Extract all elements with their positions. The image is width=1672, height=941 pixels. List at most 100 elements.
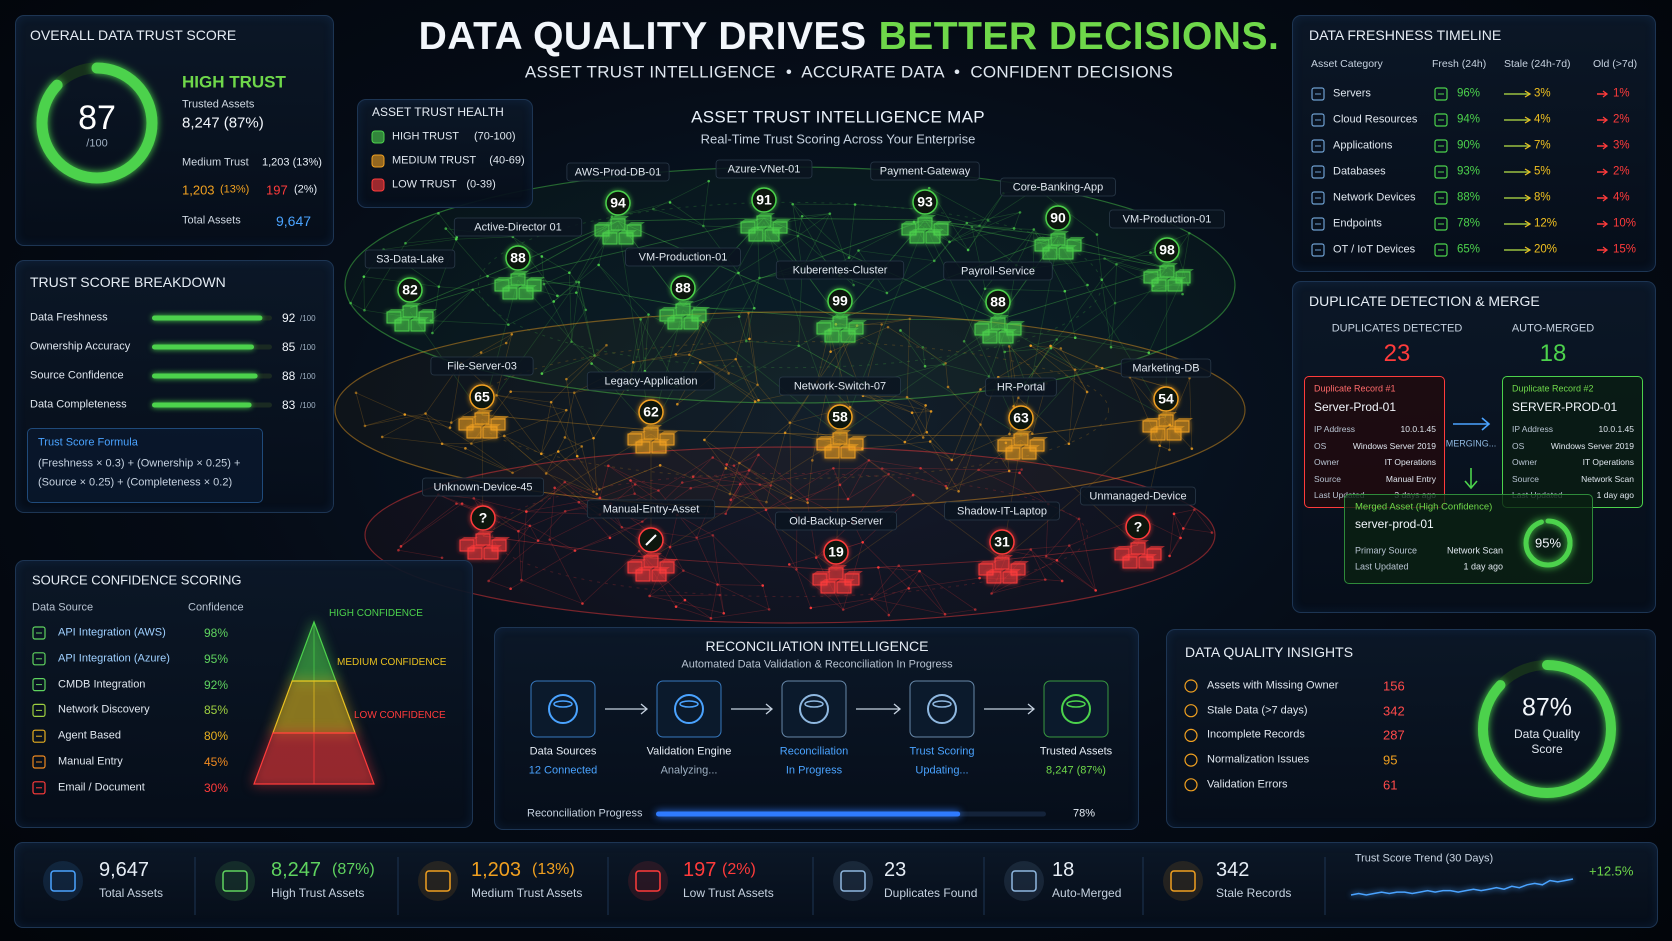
network-link bbox=[1050, 302, 1116, 349]
network-link bbox=[669, 535, 713, 548]
source-icon bbox=[32, 626, 46, 640]
network-dot bbox=[548, 538, 551, 542]
network-dot bbox=[632, 360, 635, 364]
summary-icon bbox=[1011, 870, 1037, 892]
network-link bbox=[405, 213, 439, 244]
fresh-icon bbox=[1434, 87, 1448, 101]
trend-line bbox=[1350, 878, 1574, 896]
asset-cube-top bbox=[419, 309, 437, 312]
stat-label: DUPLICATES DETECTED bbox=[1331, 322, 1463, 335]
source-panel: SOURCE CONFIDENCE SCORING Data Source Conf… bbox=[15, 560, 473, 828]
network-dot bbox=[633, 483, 637, 486]
network-link bbox=[898, 565, 946, 615]
layer-ring-inner bbox=[478, 201, 1102, 369]
network-link bbox=[649, 570, 684, 597]
network-dot bbox=[880, 323, 883, 326]
network-link bbox=[1104, 258, 1117, 265]
network-dot bbox=[563, 509, 567, 513]
summary-icon-glow bbox=[43, 861, 83, 901]
network-dot bbox=[563, 436, 567, 439]
asset-node: 19 Old-Backup-Server bbox=[775, 511, 897, 594]
network-dot bbox=[738, 461, 741, 465]
network-link bbox=[881, 318, 910, 325]
score-badge bbox=[605, 190, 631, 216]
asset-cube-top bbox=[395, 317, 413, 320]
network-link bbox=[710, 584, 718, 619]
asset-cube-top bbox=[975, 321, 993, 324]
map-title: ASSET TRUST INTELLIGENCE MAP bbox=[691, 107, 985, 127]
field-value: Windows Server 2019 bbox=[1550, 440, 1634, 451]
network-link bbox=[729, 493, 767, 503]
column-header: Asset Category bbox=[1311, 57, 1383, 70]
step-icon-detail bbox=[553, 700, 573, 708]
network-link bbox=[693, 272, 739, 309]
graphic bbox=[152, 315, 272, 408]
network-link bbox=[710, 609, 770, 619]
summary-icon-glow bbox=[833, 861, 873, 901]
summary-value: 18 bbox=[1052, 859, 1075, 881]
network-dot bbox=[990, 592, 993, 595]
network-link bbox=[733, 465, 767, 511]
network-link bbox=[849, 406, 905, 443]
network-link bbox=[1050, 345, 1103, 369]
score-max: /100 bbox=[86, 137, 108, 150]
network-link bbox=[906, 397, 928, 433]
network-link bbox=[730, 454, 759, 501]
network-link bbox=[521, 511, 527, 581]
asset-cube-top bbox=[765, 227, 783, 230]
network-link bbox=[1050, 345, 1076, 370]
insight-value: 95 bbox=[1383, 752, 1398, 768]
network-dot bbox=[1086, 283, 1089, 287]
field-label: OS bbox=[1512, 440, 1525, 451]
network-dot bbox=[540, 372, 544, 375]
network-dot bbox=[921, 345, 925, 349]
asset-cube-top bbox=[644, 553, 662, 556]
network-link bbox=[1016, 229, 1035, 266]
total-label: Total Assets bbox=[182, 214, 241, 227]
network-link bbox=[538, 540, 576, 551]
node-score: 19 bbox=[828, 544, 844, 560]
asset-cube-top bbox=[987, 569, 1005, 572]
asset-cube-top bbox=[1007, 321, 1025, 324]
network-link bbox=[949, 212, 1021, 243]
network-link bbox=[696, 537, 718, 585]
node-label-box bbox=[1120, 358, 1212, 378]
node-link bbox=[617, 217, 765, 222]
network-link bbox=[796, 569, 812, 609]
network-link bbox=[355, 392, 405, 415]
insight-label: Normalization Issues bbox=[1207, 753, 1310, 766]
node-label-box bbox=[870, 161, 980, 181]
network-link bbox=[745, 277, 760, 342]
asset-cube-top bbox=[749, 227, 767, 230]
step-status: 8,247 (87%) bbox=[1046, 764, 1106, 777]
summary-icon-glow bbox=[418, 861, 458, 901]
merge-arrowhead bbox=[1481, 417, 1491, 431]
network-link bbox=[576, 281, 595, 356]
network-dot bbox=[580, 445, 584, 448]
field-value: 1 day ago bbox=[1463, 561, 1503, 572]
network-dot bbox=[437, 285, 441, 288]
low-pct: (2%) bbox=[294, 183, 318, 196]
network-dot bbox=[757, 398, 760, 402]
asset-cube-top bbox=[825, 328, 843, 331]
network-link bbox=[688, 321, 704, 355]
asset-cube-top bbox=[627, 222, 645, 225]
network-link bbox=[792, 203, 850, 258]
merging-label: MERGING... bbox=[1445, 438, 1497, 449]
network-link bbox=[564, 437, 582, 447]
stale-value: 4% bbox=[1534, 113, 1551, 126]
progress-fill bbox=[656, 811, 961, 817]
network-link bbox=[712, 535, 725, 614]
asset-cube bbox=[466, 426, 482, 439]
source-icon bbox=[32, 755, 46, 769]
asset-cube bbox=[474, 412, 490, 425]
legend-swatch bbox=[371, 178, 385, 192]
network-link bbox=[690, 470, 750, 489]
network-dot bbox=[1067, 442, 1071, 446]
network-link bbox=[575, 292, 587, 311]
layer-link bbox=[1020, 439, 1139, 546]
node-label-box bbox=[779, 376, 901, 396]
graphic bbox=[1453, 417, 1491, 490]
network-link bbox=[748, 313, 758, 385]
network-dot bbox=[633, 492, 636, 496]
